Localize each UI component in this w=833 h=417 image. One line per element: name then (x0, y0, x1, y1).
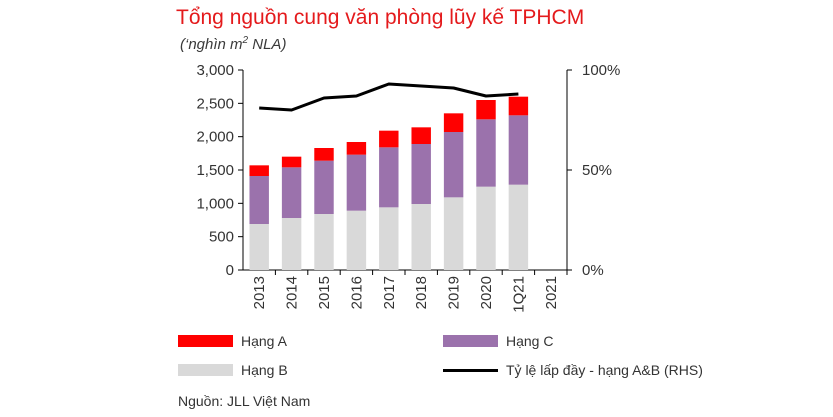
bar-hang_c-2018 (411, 144, 431, 204)
bar-hang_a-2018 (411, 127, 431, 144)
bar-hang_b-1Q21 (508, 184, 529, 270)
y-left-tick-label: 3,000 (196, 62, 234, 79)
legend-swatch-hang-a (178, 335, 233, 347)
legend-label-occupancy: Tỷ lệ lấp đầy - hạng A&B (RHS) (506, 362, 703, 378)
x-tick-label-2014: 2014 (284, 276, 301, 309)
x-tick-label-2021: 2021 (543, 276, 560, 309)
y-left-tick-label: 500 (209, 229, 234, 246)
bar-hang_a-2020 (476, 100, 496, 120)
bar-hang_a-2013 (249, 165, 269, 176)
legend-hang-b: Hạng B (178, 362, 288, 378)
source-note: Nguồn: JLL Việt Nam (178, 393, 311, 409)
bar-hang_c-2014 (281, 167, 302, 218)
bar-hang_b-2016 (346, 210, 367, 270)
subtitle-prefix: (‘nghìn m (180, 36, 243, 53)
y-left-tick-label: 0 (226, 262, 234, 279)
legend-hang-c: Hạng C (443, 333, 553, 349)
bar-hang_c-1Q21 (508, 115, 529, 185)
x-tick-label-2016: 2016 (348, 276, 365, 309)
bar-hang_c-2016 (346, 154, 367, 211)
legend-swatch-hang-b (178, 364, 233, 376)
legend-occupancy: Tỷ lệ lấp đầy - hạng A&B (RHS) (443, 362, 703, 378)
bar-hang_c-2017 (379, 147, 399, 208)
bar-hang_b-2019 (443, 197, 464, 270)
bar-hang_b-2014 (281, 218, 302, 270)
bar-hang_c-2020 (476, 119, 496, 187)
bar-hang_c-2015 (314, 160, 334, 214)
bar-hang_b-2013 (249, 224, 269, 270)
bar-hang_c-2013 (249, 176, 269, 224)
y-right-tick-label: 50% (582, 162, 612, 179)
chart-title: Tổng nguồn cung văn phòng lũy kế TPHCM (176, 6, 585, 29)
bar-hang_a-2017 (379, 130, 399, 148)
bar-hang_b-2015 (314, 214, 334, 270)
x-tick-label-2019: 2019 (446, 276, 463, 309)
x-tick-label-2013: 2013 (251, 276, 268, 309)
x-tick-label-2015: 2015 (316, 276, 333, 309)
bar-hang_a-2015 (314, 148, 334, 161)
x-tick-label-2020: 2020 (478, 276, 495, 309)
y-right-tick-label: 100% (582, 62, 620, 79)
y-left-tick-label: 1,000 (196, 195, 234, 212)
bar-hang_c-2019 (443, 132, 464, 198)
legend-label-hang-b: Hạng B (241, 362, 288, 378)
bar-hang_a-1Q21 (508, 96, 529, 116)
x-tick-label-2017: 2017 (381, 276, 398, 309)
legend-swatch-hang-c (443, 335, 498, 347)
stacked-bar-chart: 0 500 1,000 1,500 2,000 2,500 3,000 0% 50% 100% 20… (196, 62, 620, 313)
legend-label-hang-c: Hạng C (506, 333, 554, 349)
y-left-tick-label: 1,500 (196, 162, 234, 179)
chart-subtitle: (‘nghìn m2 NLA) (180, 35, 286, 53)
legend-label-hang-a: Hạng A (241, 333, 287, 349)
bar-hang_b-2018 (411, 204, 431, 270)
subtitle-suffix: NLA) (248, 36, 287, 53)
occupancy-line (259, 82, 519, 112)
y-left-tick-label: 2,500 (196, 95, 234, 112)
legend-hang-a: Hạng A (178, 333, 287, 349)
subtitle-superscript: 2 (242, 35, 249, 46)
y-left-tick-label: 2,000 (196, 129, 234, 146)
x-tick-label-2018: 2018 (413, 276, 430, 309)
bar-hang_b-2020 (476, 186, 496, 270)
bar-hang_a-2016 (346, 142, 367, 155)
bar-hang_a-2014 (281, 156, 302, 168)
bar-hang_b-2017 (379, 207, 399, 270)
legend-swatch-occupancy-line (443, 368, 498, 372)
y-right-tick-label: 0% (582, 262, 604, 279)
bar-hang_a-2019 (443, 113, 464, 132)
x-tick-label-1Q21: 1Q21 (510, 276, 527, 313)
